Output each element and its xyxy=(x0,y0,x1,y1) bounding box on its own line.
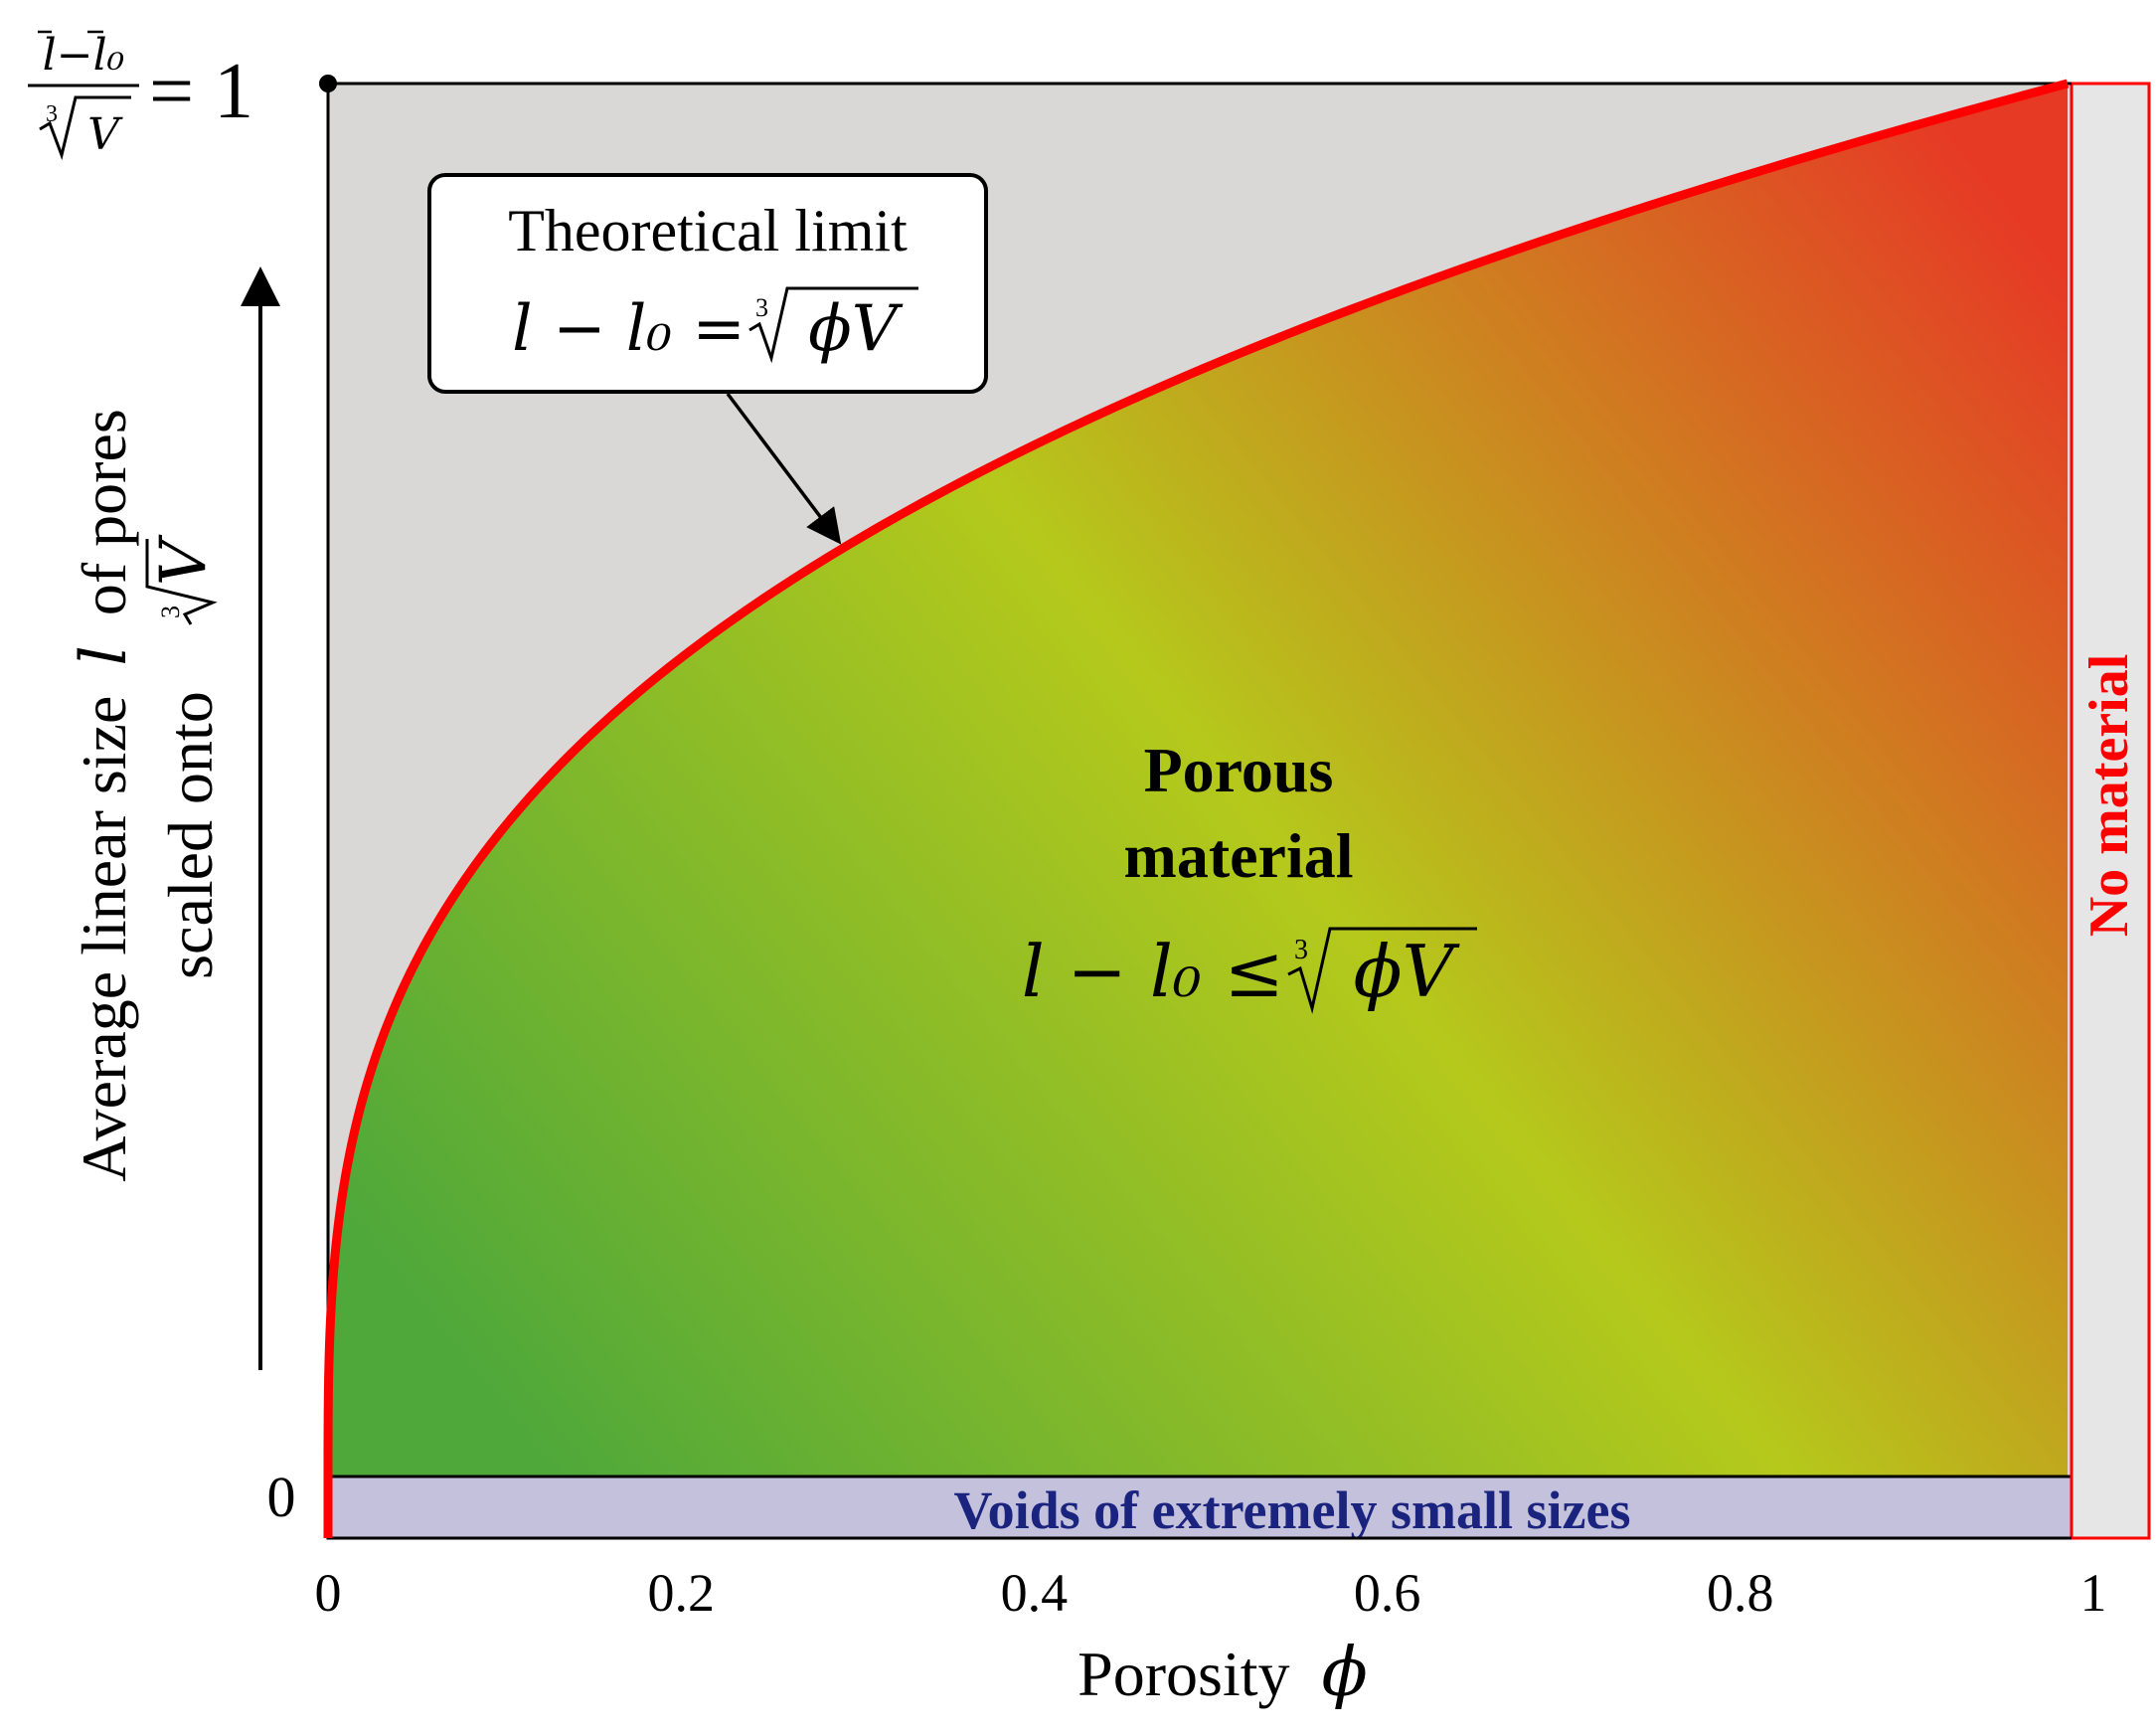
x-tick-label: 0.8 xyxy=(1707,1563,1774,1623)
y-axis-label-line2-text: scaled onto xyxy=(155,691,226,979)
region-equation-lhs: l − l₀ ≤ xyxy=(1022,930,1284,1013)
y-top-cube-index: 3 xyxy=(46,101,58,127)
x-tick-label: 0.6 xyxy=(1354,1563,1421,1623)
x-tick-label: 0.2 xyxy=(647,1563,715,1623)
callout-title: Theoretical limit xyxy=(508,198,908,263)
callout-equation-lhs: l − l₀ = xyxy=(512,292,746,366)
y-top-fraction-numerator: l−l₀ xyxy=(43,30,125,81)
callout-cube-index: 3 xyxy=(755,293,768,322)
y-axis-label-line1: Average linear size l of pores xyxy=(68,409,141,1182)
y-axis-label-line2: scaled onto xyxy=(155,691,226,979)
x-axis-label-text: Porosity xyxy=(1078,1639,1289,1709)
y-axis-label-cube-index: 3 xyxy=(156,606,185,618)
callout-radical-sign xyxy=(748,286,918,364)
y-axis-zero-label: 0 xyxy=(267,1465,296,1529)
y-axis-label-line2-symbol: V xyxy=(147,534,221,586)
callout-equation-rhs: ϕV xyxy=(808,292,904,366)
x-tick-label: 0 xyxy=(315,1563,342,1623)
y-top-fraction-denominator: V xyxy=(87,109,123,160)
y-axis-top-label: l−l₀ 3 V = 1 xyxy=(28,30,253,161)
y-axis-label-radical-sign xyxy=(145,539,218,625)
no-material-label: No material xyxy=(2078,654,2140,938)
y-axis-label-symbol: l xyxy=(68,645,141,665)
y-top-radical-sign xyxy=(39,95,131,161)
no-material-strip xyxy=(2070,82,2151,1540)
x-tick-label: 0.4 xyxy=(1001,1563,1069,1623)
x-tick-label: 1 xyxy=(2080,1563,2107,1623)
region-radical-sign xyxy=(1287,927,1477,1014)
callout-pointer-arrow xyxy=(726,392,842,545)
region-cube-index: 3 xyxy=(1294,935,1308,965)
porous-material-area xyxy=(328,84,2068,1476)
theoretical-limit-curve xyxy=(323,79,2070,1538)
y-axis-label-line1-text: Average linear size xyxy=(69,696,139,1182)
x-axis-ticks: 0 0.2 0.4 0.6 0.8 1 xyxy=(315,1563,2107,1623)
y-axis-label-line1-suffix: of pores xyxy=(69,409,139,615)
x-axis-label: Porosity ϕ xyxy=(1078,1634,1368,1712)
theoretical-limit-callout xyxy=(427,173,988,394)
y-top-equals-one: = 1 xyxy=(149,48,253,135)
y-max-dot xyxy=(319,75,337,92)
region-label-line1: Porous xyxy=(1144,735,1334,805)
voids-band xyxy=(326,1475,2073,1540)
y-axis-label: Average linear size l of pores scaled on… xyxy=(68,409,226,1182)
region-equation-rhs: ϕV xyxy=(1353,930,1460,1013)
x-axis-label-symbol: ϕ xyxy=(1322,1634,1368,1712)
region-label-line2: material xyxy=(1124,820,1354,891)
voids-label: Voids of extremely small sizes xyxy=(954,1480,1631,1540)
